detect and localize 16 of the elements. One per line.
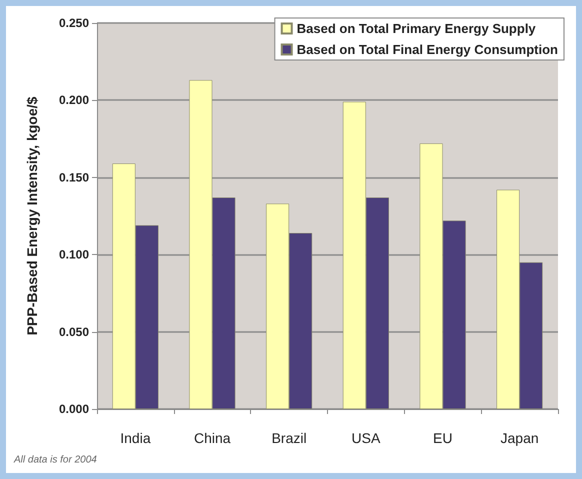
text: All data is for 2004 [13, 454, 98, 466]
y-tick-label: 0.200 [58, 93, 90, 108]
y-tick-label: 0.050 [58, 324, 90, 339]
x-tick-label: Brazil [272, 430, 307, 446]
y-tick-label: 0.000 [58, 402, 90, 416]
y-axis-title: PPP-Based Energy Intensity, kgoe/$ [24, 96, 40, 336]
x-tick-label: EU [433, 430, 452, 446]
y-tick-label: 0.150 [58, 170, 90, 184]
x-tick-label: India [120, 430, 151, 446]
y-tick-label: 0.100 [58, 248, 90, 262]
legend-label: Based on Total Final Energy Consumption [296, 42, 558, 57]
x-tick-label: China [194, 430, 231, 446]
y-tick-label: 0.250 [58, 16, 90, 30]
x-tick-label: Japan [500, 430, 539, 446]
legend-label: Based on Total Primary Energy Supply [296, 21, 536, 36]
x-tick-label: USA [352, 430, 381, 446]
